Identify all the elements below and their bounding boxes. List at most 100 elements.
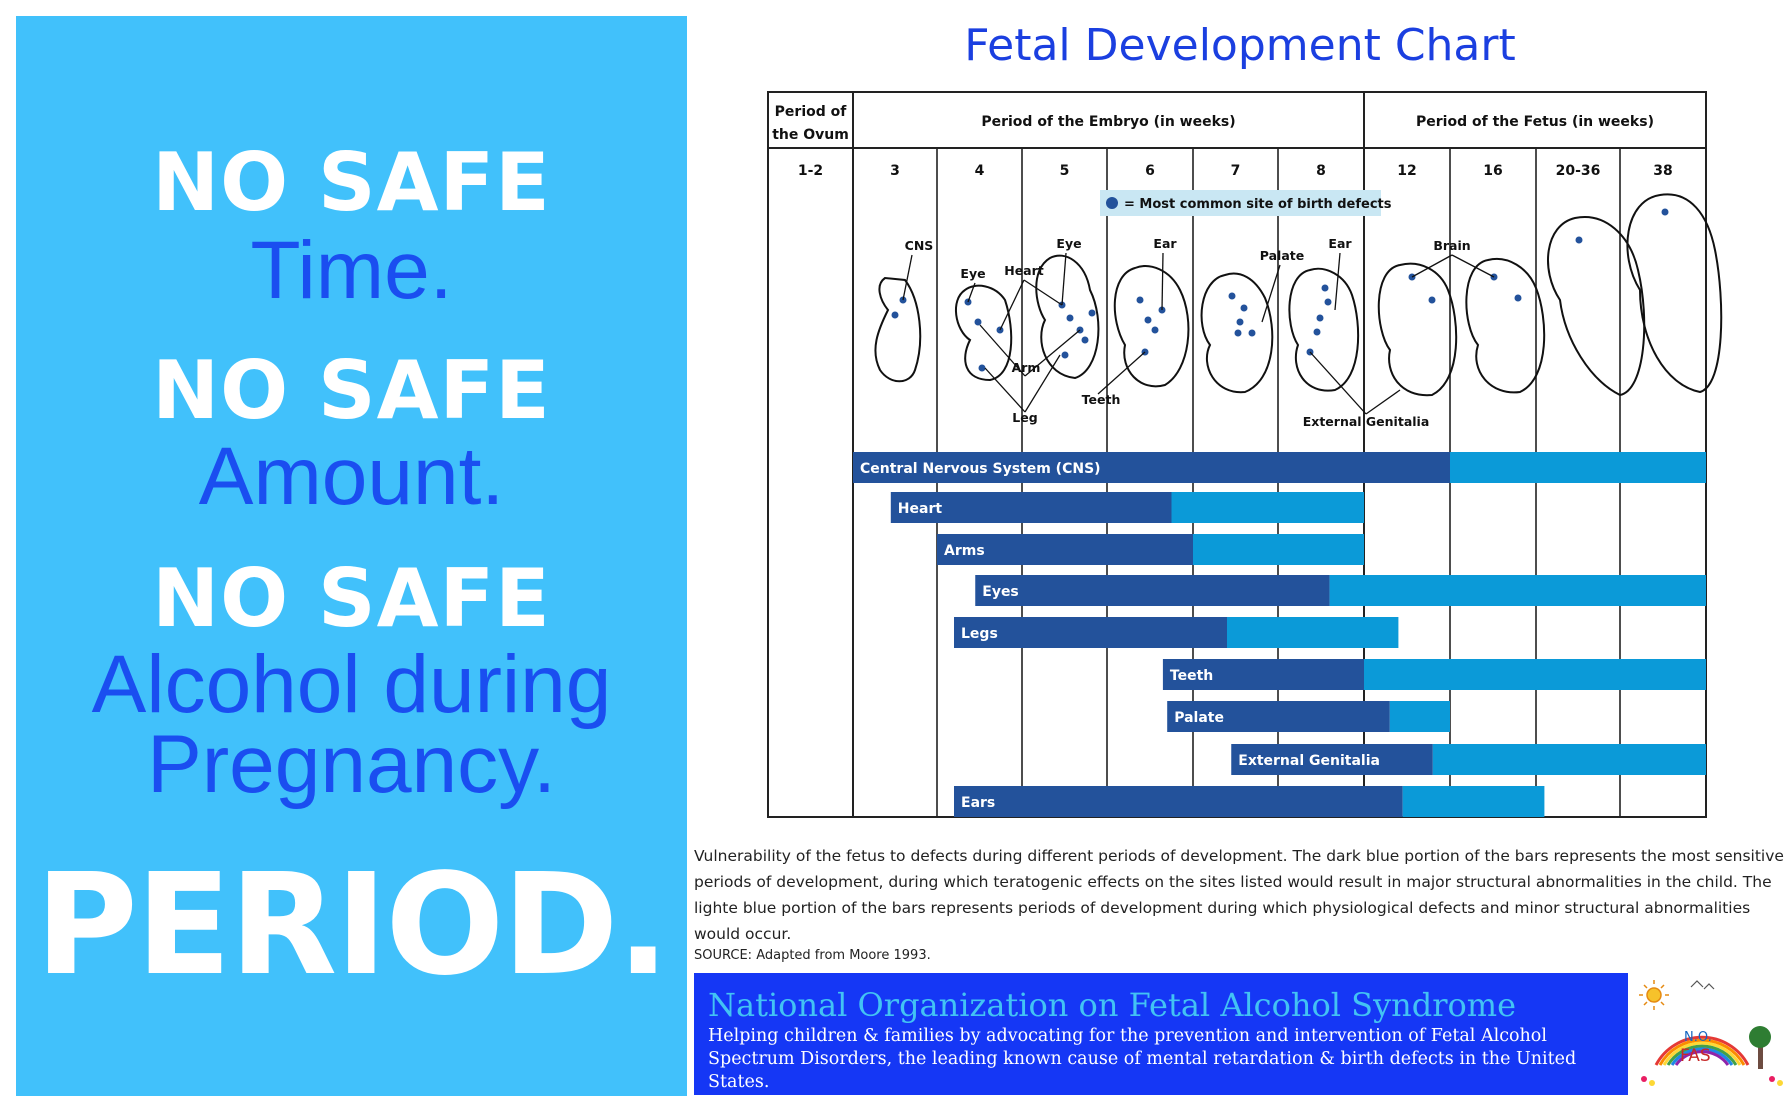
bar-dark-segment: [937, 534, 1193, 565]
annotation-leader: [967, 282, 976, 303]
annotation-arm: Arm: [1012, 360, 1041, 375]
annotation-leg: Leg: [1012, 410, 1037, 425]
chart-source: SOURCE: Adapted from Moore 1993.: [694, 948, 931, 963]
bar-central-nervous-system-cns: Central Nervous System (CNS): [853, 452, 1706, 483]
bar-light-segment: [1329, 575, 1706, 606]
tree-icon: [1749, 1026, 1771, 1069]
bar-light-segment: [1450, 452, 1706, 483]
defect-site-dot: [1321, 284, 1329, 292]
defect-site-dot: [1240, 304, 1248, 312]
bar-light-segment: [1171, 492, 1364, 523]
banner-title: National Organization on Fetal Alcohol S…: [708, 986, 1517, 1024]
week-label: 5: [1060, 163, 1070, 179]
chart-headers: Period of the Ovum Period of the Embryo (i…: [772, 104, 1673, 216]
header-embryo: Period of the Embryo (in weeks): [981, 114, 1235, 130]
no-safe-heading-2: NO SAFE: [152, 344, 551, 437]
rainbow-icon: [1654, 1035, 1750, 1066]
bar-palate: Palate: [1167, 701, 1450, 732]
bar-dark-segment: [1167, 701, 1390, 732]
bar-label: Heart: [898, 501, 943, 517]
embryo-figure: [1288, 267, 1360, 392]
annotation-brain: Brain: [1433, 238, 1470, 253]
bar-light-segment: [1227, 617, 1399, 648]
no-safe-heading-3: NO SAFE: [152, 552, 551, 645]
bar-dark-segment: [975, 575, 1330, 606]
annotation-leader: [1097, 351, 1146, 395]
svg-text:FAS: FAS: [1680, 1046, 1711, 1066]
embryo-figure: [1377, 262, 1458, 397]
annotation-leader: [984, 367, 1026, 413]
embryo-figure: [1465, 257, 1546, 394]
bar-light-segment: [1364, 659, 1706, 690]
annotation-eye1: Eye: [960, 266, 985, 281]
defect-site-dot: [1228, 292, 1236, 300]
no-safe-heading-1: NO SAFE: [152, 136, 551, 229]
week-label: 12: [1397, 163, 1416, 179]
no-safe-pregnancy: Pregnancy.: [147, 719, 556, 810]
annotation-ear1: Ear: [1153, 236, 1177, 251]
bar-ears: Ears: [954, 786, 1545, 817]
bar-light-segment: [1402, 786, 1545, 817]
sun-icon: [1639, 980, 1669, 1010]
defect-site-dot: [1066, 314, 1074, 322]
defect-site-dot: [1061, 351, 1069, 359]
embryo-figure: [1547, 216, 1646, 397]
banner-text: Helping children & families by advocatin…: [708, 1026, 1577, 1092]
week-label: 8: [1316, 163, 1326, 179]
embryo-figure: [954, 284, 1013, 382]
annotation-leader: [1261, 264, 1281, 323]
no-safe-time: Time.: [250, 225, 453, 316]
defect-site-dot: [1144, 316, 1152, 324]
bar-heart: Heart: [890, 492, 1364, 523]
logo-text: N.O.: [1684, 1030, 1712, 1045]
bar-light-segment: [1432, 744, 1706, 775]
embryo-figure: [1200, 272, 1274, 394]
bar-dark-segment: [1231, 744, 1433, 775]
bar-label: Central Nervous System (CNS): [860, 461, 1101, 477]
bar-label: Teeth: [1170, 668, 1213, 684]
annotation-leader: [1451, 254, 1495, 278]
annotation-external-genitalia: External Genitalia: [1303, 414, 1430, 429]
legend-label: = Most common site of birth defects: [1124, 197, 1392, 212]
annotation-leader: [1024, 329, 1081, 377]
defect-site-dot: [1081, 336, 1089, 344]
no-safe-alcohol: Alcohol during: [91, 639, 612, 730]
defect-site-dot: [974, 318, 982, 326]
bar-label: Eyes: [982, 584, 1019, 600]
bar-label: Legs: [961, 626, 998, 642]
defect-site-dot: [1661, 208, 1669, 216]
flowers-icon: [1641, 1076, 1783, 1086]
annotation-leader: [1365, 389, 1401, 415]
annotation-leader: [1309, 351, 1367, 415]
bar-dark-segment: [954, 786, 1403, 817]
embryo-figure: [1626, 193, 1723, 394]
legend-box: [1100, 190, 1381, 216]
bar-dark-segment: [954, 617, 1227, 648]
defect-site-dot: [1234, 329, 1242, 337]
week-label: 1-2: [798, 163, 823, 179]
bar-label: External Genitalia: [1238, 753, 1380, 769]
defect-site-dot: [1324, 298, 1332, 306]
week-label: 3: [890, 163, 900, 179]
nofas-logo: N.O. FAS: [1639, 980, 1783, 1086]
annotation-heart: Heart: [1004, 263, 1044, 278]
bar-dark-segment: [853, 452, 1450, 483]
header-fetus: Period of the Fetus (in weeks): [1416, 114, 1654, 130]
defect-site-dot: [1236, 318, 1244, 326]
week-label: 4: [975, 163, 985, 179]
defect-site-dot: [978, 364, 986, 372]
chart-title: Fetal Development Chart: [964, 20, 1516, 71]
defect-site-dot: [1313, 328, 1321, 336]
annotation-cns: CNS: [905, 238, 934, 253]
defect-site-dot: [1248, 329, 1256, 337]
annotation-leader: [1061, 252, 1067, 306]
annotation-teeth: Teeth: [1082, 392, 1121, 407]
chart-bars: Central Nervous System (CNS) Heart Arms Eye…: [853, 452, 1706, 817]
bar-light-segment: [1389, 701, 1450, 732]
bar-label: Ears: [961, 795, 995, 811]
annotation-leader: [979, 324, 1026, 377]
legend-dot-icon: [1106, 197, 1118, 209]
defect-site-dot: [1316, 314, 1324, 322]
defect-site-dot: [1088, 309, 1096, 317]
header-ovum-line1: Period of: [775, 104, 848, 120]
